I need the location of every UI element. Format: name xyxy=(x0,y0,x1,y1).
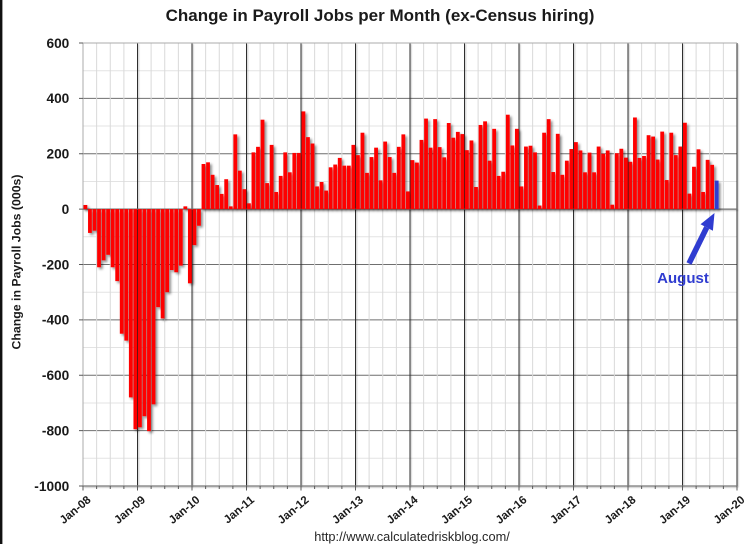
svg-text:400: 400 xyxy=(46,91,69,106)
svg-text:200: 200 xyxy=(46,147,69,162)
svg-text:August: August xyxy=(657,270,709,287)
svg-text:-200: -200 xyxy=(42,257,70,272)
svg-text:600: 600 xyxy=(46,36,69,51)
svg-text:-1000: -1000 xyxy=(34,479,69,494)
svg-text:-800: -800 xyxy=(42,423,70,438)
svg-text:-600: -600 xyxy=(42,368,70,383)
svg-text:0: 0 xyxy=(62,202,70,217)
svg-text:http://www.calculatedriskblog.: http://www.calculatedriskblog.com/ xyxy=(314,529,510,544)
svg-text:Change in Payroll Jobs (000s): Change in Payroll Jobs (000s) xyxy=(10,175,24,350)
svg-text:-400: -400 xyxy=(42,313,70,328)
svg-text:Change in Payroll Jobs per Mon: Change in Payroll Jobs per Month (ex-Cen… xyxy=(166,6,595,25)
